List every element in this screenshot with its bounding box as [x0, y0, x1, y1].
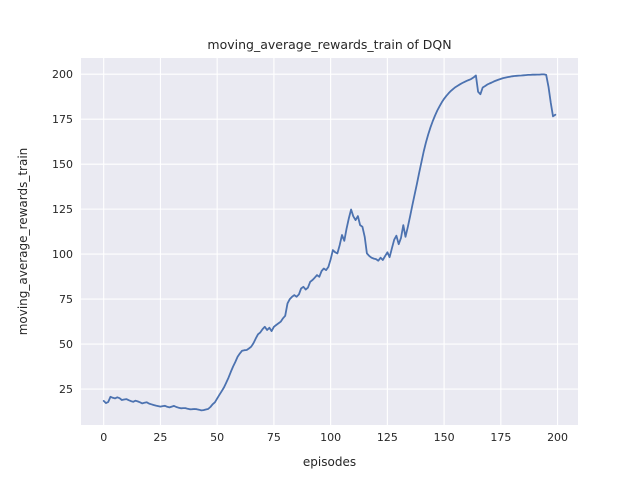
y-tick-label: 25 [59, 383, 73, 396]
y-tick-label: 175 [52, 113, 73, 126]
x-tick-label: 75 [267, 431, 281, 444]
x-tick-label: 50 [210, 431, 224, 444]
x-tick-label: 125 [377, 431, 398, 444]
data-series-line [102, 73, 557, 412]
gridlines [81, 58, 578, 425]
x-tick-label: 0 [100, 431, 107, 444]
y-tick-label: 125 [52, 203, 73, 216]
series-layer [102, 73, 557, 412]
y-tick-labels: 25 50 75 100 125 150 175 200 [52, 68, 73, 396]
x-tick-label: 150 [434, 431, 455, 444]
y-tick-label: 75 [59, 293, 73, 306]
x-tick-label: 200 [547, 431, 568, 444]
y-tick-label: 200 [52, 68, 73, 81]
y-axis-label: moving_average_rewards_train [16, 148, 30, 336]
x-tick-label: 175 [490, 431, 511, 444]
y-tick-label: 50 [59, 338, 73, 351]
chart-title: moving_average_rewards_train of DQN [207, 37, 451, 52]
y-tick-label: 150 [52, 158, 73, 171]
x-tick-label: 25 [153, 431, 167, 444]
x-axis-label: episodes [303, 455, 356, 469]
x-tick-label: 100 [320, 431, 341, 444]
y-tick-label: 100 [52, 248, 73, 261]
x-tick-labels: 0 25 50 75 100 125 150 175 200 [100, 431, 568, 444]
plot-area [81, 58, 578, 425]
